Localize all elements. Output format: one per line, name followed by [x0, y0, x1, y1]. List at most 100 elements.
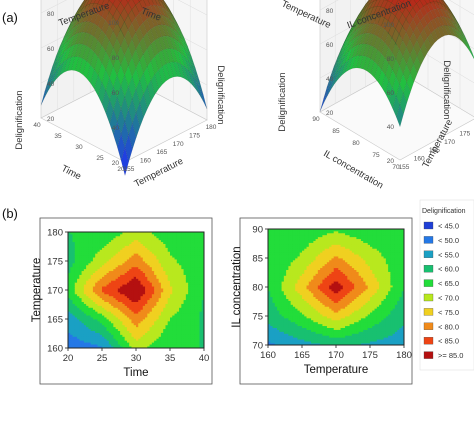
z-right-tick-label: 60: [326, 42, 334, 49]
z-right-tick-label: 40: [47, 81, 55, 88]
y-axis-label: Temperature: [31, 258, 43, 323]
y-tick-label: 175: [459, 130, 470, 137]
surface-patch: [75, 56, 84, 73]
contour-fill: [268, 229, 405, 346]
x-tick-label: 90: [312, 116, 320, 123]
surface-patch: [48, 63, 57, 84]
z-axis-label-right: Delignification: [215, 65, 226, 124]
x-tick-label: 85: [332, 128, 340, 135]
y-tick-label: 170: [173, 141, 184, 148]
surface-patch: [154, 52, 163, 71]
surface-patch: [454, 28, 463, 42]
x-tick-label: 40: [199, 353, 210, 364]
surface-patch: [154, 37, 163, 54]
surface-patch: [124, 2, 132, 16]
y-tick-label: 165: [47, 315, 63, 326]
surface-patch: [120, 8, 129, 23]
x-tick-label: 80: [352, 140, 360, 147]
surface-plot-time-temperature: 2020252530303535404015515516016016516517…: [14, 0, 226, 190]
y-tick-label: 170: [47, 286, 63, 297]
surface-patch: [444, 9, 452, 21]
y-tick-label: 165: [156, 149, 167, 156]
surface-patch: [450, 12, 459, 25]
surface-patch: [109, 109, 118, 136]
surface-patch: [74, 4, 83, 18]
surface-patch: [454, 23, 463, 37]
surface-patch: [465, 40, 473, 57]
surface-patch: [447, 8, 455, 20]
z-right-tick-label: 20: [47, 116, 55, 123]
surface-patch: [457, 22, 466, 37]
surface-patch: [67, 20, 76, 36]
z-tick-label: 40: [112, 125, 120, 132]
surface-patch: [162, 0, 170, 10]
y-tick-label: 160: [47, 344, 63, 355]
grid-line: [40, 0, 67, 14]
surface-patch: [187, 54, 196, 74]
surface-patch: [63, 45, 72, 62]
surface-patch: [451, 15, 459, 28]
surface-patch: [108, 0, 116, 5]
surface-patch: [139, 53, 148, 74]
surface-patch: [71, 32, 80, 47]
surface-patch: [105, 99, 114, 125]
surface-patch: [450, 10, 459, 23]
x-tick-label: 35: [54, 133, 62, 140]
x-tick-label: 20: [117, 166, 125, 173]
x-axis-label: Time: [59, 163, 82, 182]
surface-patch: [124, 29, 133, 48]
surface-patch: [150, 14, 159, 27]
z-tick-label: 20: [387, 158, 395, 165]
grid-line: [319, 0, 339, 11]
surface-patch: [108, 0, 110, 1]
z-tick-label: 80: [387, 56, 395, 63]
surface-patch: [435, 0, 442, 4]
surface-patch: [169, 61, 178, 78]
surface-patch: [169, 48, 178, 63]
z-tick-label: 100: [383, 22, 394, 29]
surface-patch: [70, 23, 80, 38]
surface-patch: [458, 27, 466, 41]
surface-patch: [436, 1, 445, 11]
surface-patch: [442, 0, 448, 7]
z-right-tick-label: 80: [326, 8, 334, 15]
surface-patch: [143, 86, 152, 110]
x-tick-label: 75: [372, 152, 380, 159]
surface-patch: [82, 0, 85, 4]
surface-patch: [351, 17, 360, 31]
surface-patch: [162, 0, 166, 3]
surface-patch: [86, 48, 95, 66]
surface-plot-il-temperature: 7070757580808585909015515516016016516517…: [277, 0, 474, 191]
surface-patch: [440, 8, 449, 19]
surface-patch: [461, 29, 469, 45]
y-tick-label: 160: [140, 158, 151, 165]
surface-patch: [74, 8, 83, 22]
surface-patch: [97, 0, 105, 6]
surface-patch: [184, 66, 193, 86]
surface-patch: [124, 65, 133, 87]
surface-patch: [451, 26, 459, 39]
surface-patch: [118, 0, 123, 3]
surface-patch: [86, 64, 95, 84]
y-tick-label: 180: [47, 228, 63, 239]
z-right-tick-label: 80: [47, 11, 55, 18]
surface-patch: [165, 16, 174, 30]
z-axis-label: Delignification: [14, 90, 25, 149]
surface-patch: [55, 45, 64, 64]
surface-patch: [441, 0, 445, 3]
surface-patch: [128, 122, 137, 150]
z-axis-label-right: Delignification: [441, 60, 452, 119]
y-tick-label: 175: [47, 257, 63, 268]
surface-patch: [121, 146, 129, 177]
z-tick-label: 100: [108, 20, 119, 27]
panel-label-a: (a): [2, 10, 18, 25]
surface-patch: [117, 133, 126, 162]
surface-patch: [105, 57, 114, 79]
z-right-tick-label: 20: [326, 110, 334, 117]
surface-patch: [116, 2, 125, 16]
surface-patch: [438, 0, 445, 6]
surface-patch: [101, 20, 110, 36]
surface-patch: [139, 36, 148, 55]
